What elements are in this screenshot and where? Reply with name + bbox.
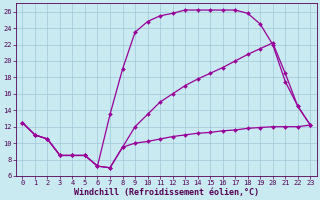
X-axis label: Windchill (Refroidissement éolien,°C): Windchill (Refroidissement éolien,°C) [74,188,259,197]
